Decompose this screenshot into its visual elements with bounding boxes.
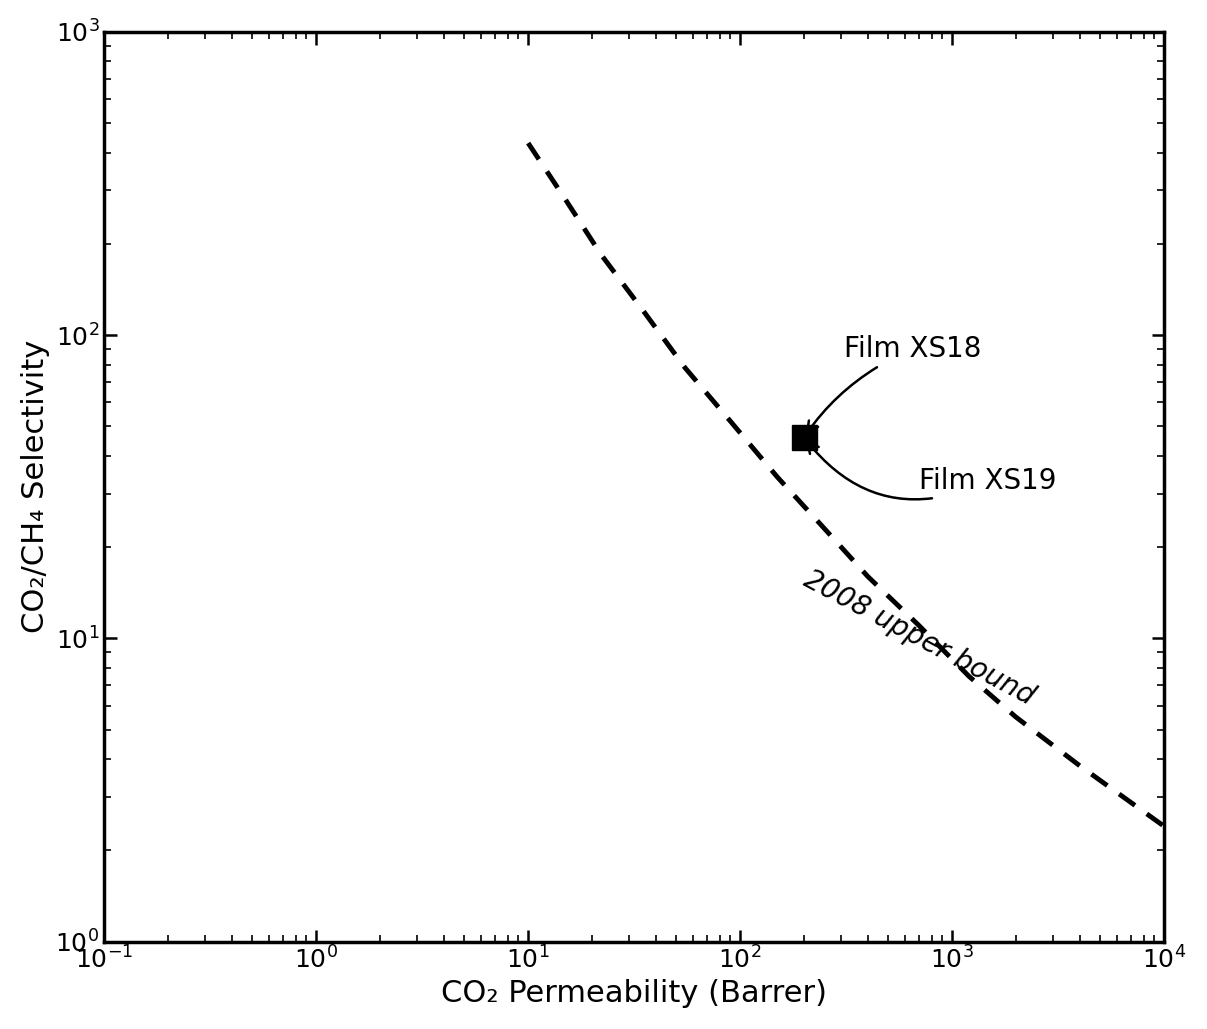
Y-axis label: CO₂/CH₄ Selectivity: CO₂/CH₄ Selectivity	[21, 341, 49, 634]
Text: Film XS18: Film XS18	[807, 335, 981, 433]
Text: Film XS19: Film XS19	[807, 441, 1057, 499]
X-axis label: CO₂ Permeability (Barrer): CO₂ Permeability (Barrer)	[441, 980, 827, 1008]
Text: 2008 upper bound: 2008 upper bound	[799, 566, 1039, 711]
